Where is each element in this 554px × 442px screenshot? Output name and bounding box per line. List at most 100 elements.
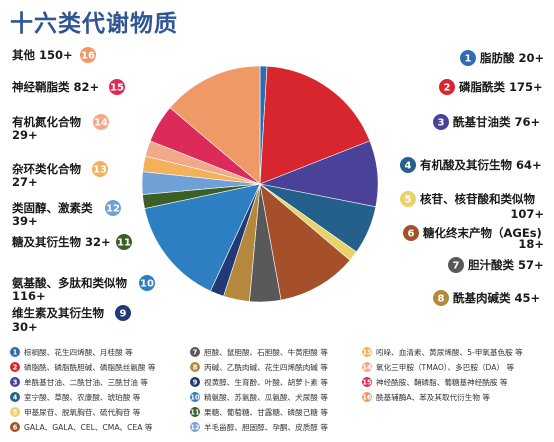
label-badge-number-7: 7 (453, 261, 460, 272)
legend-badge-number-1: 1 (13, 348, 18, 356)
legend-badge-number-10: 10 (190, 393, 200, 401)
label-badge-number-8: 8 (438, 294, 445, 305)
label-text-16: 其他 150+ (12, 48, 73, 62)
legend-text-7: 胆酸、鼠胆酸、石胆酸、牛黄胆酸 等 (204, 347, 328, 357)
label-badge-number-1: 1 (465, 54, 472, 65)
legend-badge-12 (190, 422, 200, 432)
legend-text-1: 棕榈酸、花生四烯酸、月桂酸 等 (24, 347, 133, 357)
legend-text-11: 果糖、葡萄糖、甘露糖、磷酸己糖 等 (204, 407, 328, 417)
label-badge-number-9: 9 (120, 309, 127, 320)
label-text-15: 神经鞘脂类 82+ (12, 80, 99, 94)
label-text-9: 维生素及其衍生物 (12, 306, 104, 320)
legend-text-9: 视黄醇、生育酚、叶酸、胡萝卜素 等 (204, 377, 328, 387)
legend-badge-number-9: 9 (193, 378, 198, 386)
label-text-7: 胆汁酸类 57+ (468, 258, 544, 272)
legend-badge-number-8: 8 (193, 363, 198, 371)
label-badge-9 (114, 304, 132, 322)
legend-text-5: 甲基尿苷、脱氧胸苷、硫代胸苷 等 (24, 407, 141, 417)
label-text-2: 磷脂酰类 175+ (459, 80, 543, 94)
label-badge-number-13: 13 (93, 165, 107, 176)
legend-badge-13 (362, 347, 372, 357)
label-badge-16 (79, 46, 97, 64)
label-text-14: 有机氮化合物 (12, 115, 81, 129)
label-text-11: 糖及其衍生物 32+ (12, 235, 111, 249)
legend-badge-11 (190, 407, 200, 417)
legend-text-3: 单酰基甘油、二酰甘油、三酰甘油 等 (24, 377, 148, 387)
label-text-1: 脂肪酸 20+ (479, 51, 544, 65)
legend-badge-9 (190, 377, 200, 387)
label-badge-6 (402, 224, 420, 242)
pie-slice-6 (259, 183, 351, 301)
legend-text-8: 丙碱、乙酰肉碱、花生四烯酰肉碱 等 (204, 362, 328, 372)
label-text-13: 杂环类化合物 (12, 162, 81, 176)
label-badge-14 (92, 113, 110, 131)
legend-text-10: 精氨酸、苏氨酸、瓜氨酸、犬尿酸 等 (204, 392, 328, 402)
label-text-5-1: 107+ (510, 207, 544, 221)
label-text-10: 氨基酸、多肽和类似物 (12, 276, 127, 290)
legend-badge-14 (362, 362, 372, 372)
legend-badge-15 (362, 377, 372, 387)
legend-badge-number-11: 11 (190, 408, 200, 416)
label-text-10-1: 116+ (12, 289, 46, 303)
label-badge-7 (447, 256, 465, 274)
legend-badge-2 (10, 362, 20, 372)
pie-slice-10 (144, 183, 261, 292)
label-text-6-1: 18+ (518, 237, 544, 251)
legend-badge-number-2: 2 (13, 363, 18, 371)
legend-badge-10 (190, 392, 200, 402)
legend-text-14: 氧化三甲胺（TMAO）、多巴胺（DA） 等 (376, 362, 514, 372)
label-text-3: 酰基甘油类 76+ (453, 115, 540, 129)
legend-text-15: 神经酰胺、鞘磷脂、葡糖基神经酰胺 等 (376, 377, 508, 387)
label-badge-number-16: 16 (81, 51, 95, 62)
label-badge-11 (115, 233, 133, 251)
legend-badge-number-16: 16 (362, 393, 372, 401)
label-badge-1 (459, 49, 477, 67)
label-badge-number-11: 11 (117, 238, 131, 249)
label-text-6: 糖化终末产物（AGEs) (423, 226, 542, 240)
label-text-13-1: 27+ (12, 175, 38, 189)
legend-text-16: 酰基辅酶A、苯及其取代衍生物 等 (376, 392, 490, 402)
label-badge-number-12: 12 (106, 204, 120, 215)
label-badge-13 (91, 160, 109, 178)
label-badge-number-2: 2 (444, 83, 451, 94)
page-title: 十六类代谢物质 (10, 11, 178, 37)
legend-badge-8 (190, 362, 200, 372)
legend-badge-number-3: 3 (13, 378, 18, 386)
legend-badge-16 (362, 392, 372, 402)
legend-badge-7 (190, 347, 200, 357)
label-text-12: 类固醇、激素类 (12, 201, 93, 215)
legend-badge-number-14: 14 (362, 363, 372, 371)
label-badge-4 (399, 156, 417, 174)
legend-badge-3 (10, 377, 20, 387)
label-badge-15 (108, 78, 126, 96)
label-text-12-1: 39+ (12, 214, 38, 228)
pie-slice-16 (169, 65, 261, 185)
legend-badge-1 (10, 347, 20, 357)
legend-badge-4 (10, 392, 20, 402)
legend-badge-number-7: 7 (193, 348, 198, 356)
label-text-4: 有机酸及其衍生物 64+ (420, 158, 542, 172)
label-text-5: 核苷、核苷酸和类似物 (420, 192, 535, 206)
legend-text-12: 羊毛甾醇、胆固醇、孕酮、皮质醇 等 (204, 422, 328, 432)
label-badge-10 (138, 274, 156, 292)
label-text-14-1: 29+ (12, 128, 38, 142)
label-badge-number-10: 10 (140, 279, 154, 290)
legend-badge-number-13: 13 (362, 348, 372, 356)
legend-badge-number-5: 5 (13, 408, 18, 416)
legend-badge-number-6: 6 (13, 423, 18, 431)
label-badge-number-5: 5 (405, 195, 412, 206)
label-badge-12 (104, 199, 122, 217)
legend-text-6: GALA、GALA、CEL、CMA、CEA 等 (24, 422, 153, 432)
legend-text-13: 吲哚、血清素、黄尿烯酸、5-甲氧基色胺 等 (376, 347, 523, 357)
label-badge-3 (432, 113, 450, 131)
label-badge-2 (438, 78, 456, 96)
label-badge-number-3: 3 (438, 118, 445, 129)
label-badge-8 (432, 289, 450, 307)
legend-badge-5 (10, 407, 20, 417)
legend-badge-number-4: 4 (13, 393, 18, 401)
legend-text-4: 室宁酸、草酸、农康酸、琥珀酸 等 (24, 392, 141, 402)
label-badge-number-4: 4 (405, 161, 412, 172)
label-badge-number-6: 6 (408, 229, 415, 240)
label-badge-number-14: 14 (94, 118, 108, 129)
